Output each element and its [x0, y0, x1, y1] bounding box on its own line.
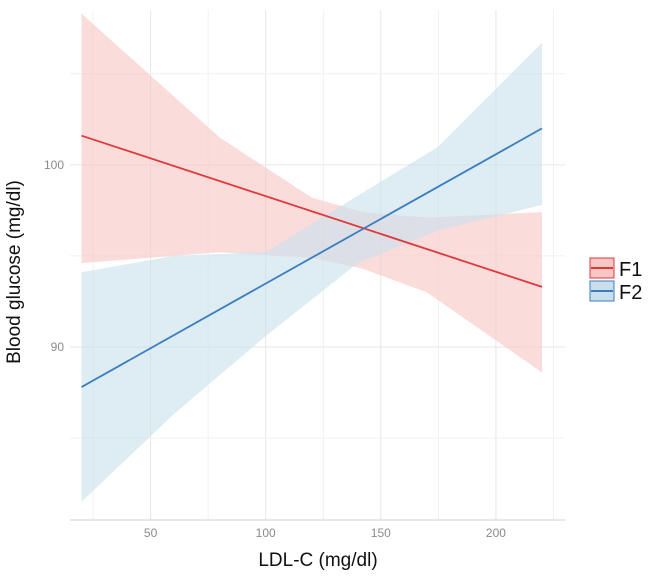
- y-tick-label: 100: [44, 158, 64, 172]
- confidence-band-f2: [81, 42, 542, 502]
- legend-label-f2: F2: [619, 282, 642, 304]
- y-axis-title: Blood glucose (mg/dl): [4, 180, 25, 364]
- legend: F1 F2: [589, 257, 642, 304]
- confidence-band-f1: [81, 13, 542, 373]
- tick-labels: 50 100 150 200 90 100: [44, 158, 506, 540]
- trend-lines: [81, 127, 543, 388]
- x-tick-label: 150: [371, 526, 391, 540]
- x-axis-title: LDL-C (mg/dl): [258, 550, 377, 571]
- x-tick-label: 100: [256, 526, 276, 540]
- trend-line-f2: [81, 127, 543, 388]
- trend-line-f1: [81, 134, 543, 288]
- y-tick-label: 90: [51, 340, 65, 354]
- legend-label-f1: F1: [619, 259, 642, 281]
- confidence-bands: [81, 13, 542, 502]
- x-tick-label: 50: [144, 526, 158, 540]
- x-tick-label: 200: [486, 526, 506, 540]
